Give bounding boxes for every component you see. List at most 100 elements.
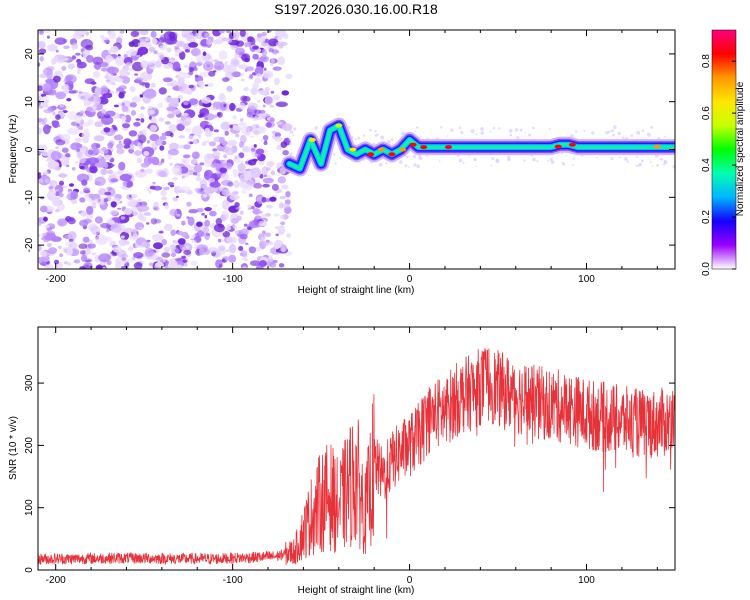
noise-blob	[67, 63, 75, 70]
noise-blob	[234, 230, 240, 235]
noise-blob	[94, 162, 107, 168]
noise-blob	[45, 78, 55, 84]
noise-blob	[115, 259, 121, 268]
noise-blob	[212, 151, 221, 158]
noise-blob	[177, 230, 184, 236]
noise-blob	[119, 68, 129, 77]
noise-blob	[265, 213, 271, 217]
noise-blob	[201, 212, 206, 216]
noise-blob	[123, 138, 132, 146]
noise-blob	[57, 124, 61, 127]
noise-blob	[222, 77, 230, 82]
noise-blob	[275, 233, 279, 237]
noise-blob	[116, 143, 124, 150]
noise-blob	[213, 223, 225, 233]
noise-blob	[261, 213, 267, 218]
halo-dot	[536, 160, 539, 163]
noise-blob	[158, 117, 164, 122]
noise-blob	[52, 181, 57, 187]
noise-blob	[38, 144, 47, 153]
spectrogram-x-tick-label: -200	[46, 274, 66, 285]
noise-blob	[213, 61, 225, 71]
snr-line-series	[38, 348, 675, 566]
noise-blob	[268, 261, 277, 268]
noise-blob	[202, 226, 210, 234]
noise-blob	[164, 130, 173, 137]
halo-dot	[289, 130, 294, 135]
halo-dot	[407, 166, 410, 168]
noise-blob	[261, 31, 267, 37]
noise-blob	[94, 176, 106, 186]
noise-blob	[108, 49, 113, 54]
noise-blob	[265, 38, 270, 44]
noise-blob	[90, 225, 101, 235]
spectrogram-y-axis-label: Frequency (Hz)	[8, 115, 19, 184]
noise-blob	[265, 199, 271, 203]
noise-blob	[89, 166, 98, 174]
noise-blob	[54, 184, 64, 194]
noise-blob	[261, 196, 267, 203]
noise-blob	[79, 266, 86, 269]
noise-blob	[178, 41, 184, 47]
noise-blob	[198, 85, 204, 89]
noise-blob	[65, 153, 71, 158]
noise-blob	[232, 115, 237, 120]
noise-blob	[72, 32, 83, 40]
noise-blob	[79, 191, 85, 195]
noise-blob	[94, 216, 103, 224]
noise-blob	[75, 52, 81, 56]
noise-blob	[237, 163, 246, 172]
noise-blob	[166, 106, 176, 112]
noise-blob	[247, 207, 252, 210]
noise-blob	[186, 201, 192, 207]
noise-blob	[86, 106, 93, 112]
spectrogram-frame	[37, 29, 676, 270]
snr-y-tick-label: 100	[24, 499, 35, 516]
halo-dot	[523, 159, 526, 162]
halo-dot	[618, 156, 621, 159]
halo-dot	[664, 135, 666, 138]
snr-panel: -200 -100 0 100 0 100 200 300 Height of straigh…	[8, 326, 676, 596]
noise-blob	[247, 204, 252, 209]
noise-blob	[146, 187, 150, 191]
noise-blob	[196, 208, 204, 213]
noise-blob	[103, 39, 110, 43]
noise-blob	[253, 182, 263, 189]
noise-blob	[38, 173, 42, 180]
noise-blob	[138, 113, 145, 118]
noise-blob	[256, 37, 264, 43]
noise-blob	[73, 259, 81, 264]
noise-blob	[157, 102, 163, 109]
halo-dot	[490, 131, 492, 133]
noise-blob	[204, 171, 210, 177]
halo-dot	[339, 157, 342, 159]
noise-blob	[199, 71, 211, 78]
noise-blob	[105, 79, 111, 83]
noise-blob	[252, 123, 257, 128]
halo-dot	[672, 164, 675, 169]
noise-blob	[104, 154, 112, 161]
noise-blob	[154, 261, 165, 268]
noise-blob	[178, 189, 186, 194]
halo-dot	[414, 130, 417, 133]
halo-dot	[519, 128, 523, 132]
noise-blob	[176, 264, 183, 269]
snr-x-tick-label: -100	[223, 575, 243, 586]
halo-dot	[416, 164, 421, 168]
noise-blob	[236, 215, 242, 221]
noise-blob	[168, 124, 177, 132]
noise-blob	[62, 156, 70, 166]
noise-blob	[235, 133, 240, 138]
noise-blob	[183, 101, 189, 106]
noise-blob	[98, 147, 109, 155]
noise-blob	[185, 245, 190, 249]
halo-dot	[374, 133, 378, 137]
noise-blob	[261, 48, 268, 57]
noise-blob	[170, 252, 177, 257]
halo-dot	[656, 164, 659, 167]
noise-blob	[98, 154, 102, 159]
noise-blob	[172, 196, 179, 202]
noise-blob	[249, 135, 255, 138]
noise-blob	[116, 87, 124, 92]
noise-blob	[274, 136, 283, 142]
